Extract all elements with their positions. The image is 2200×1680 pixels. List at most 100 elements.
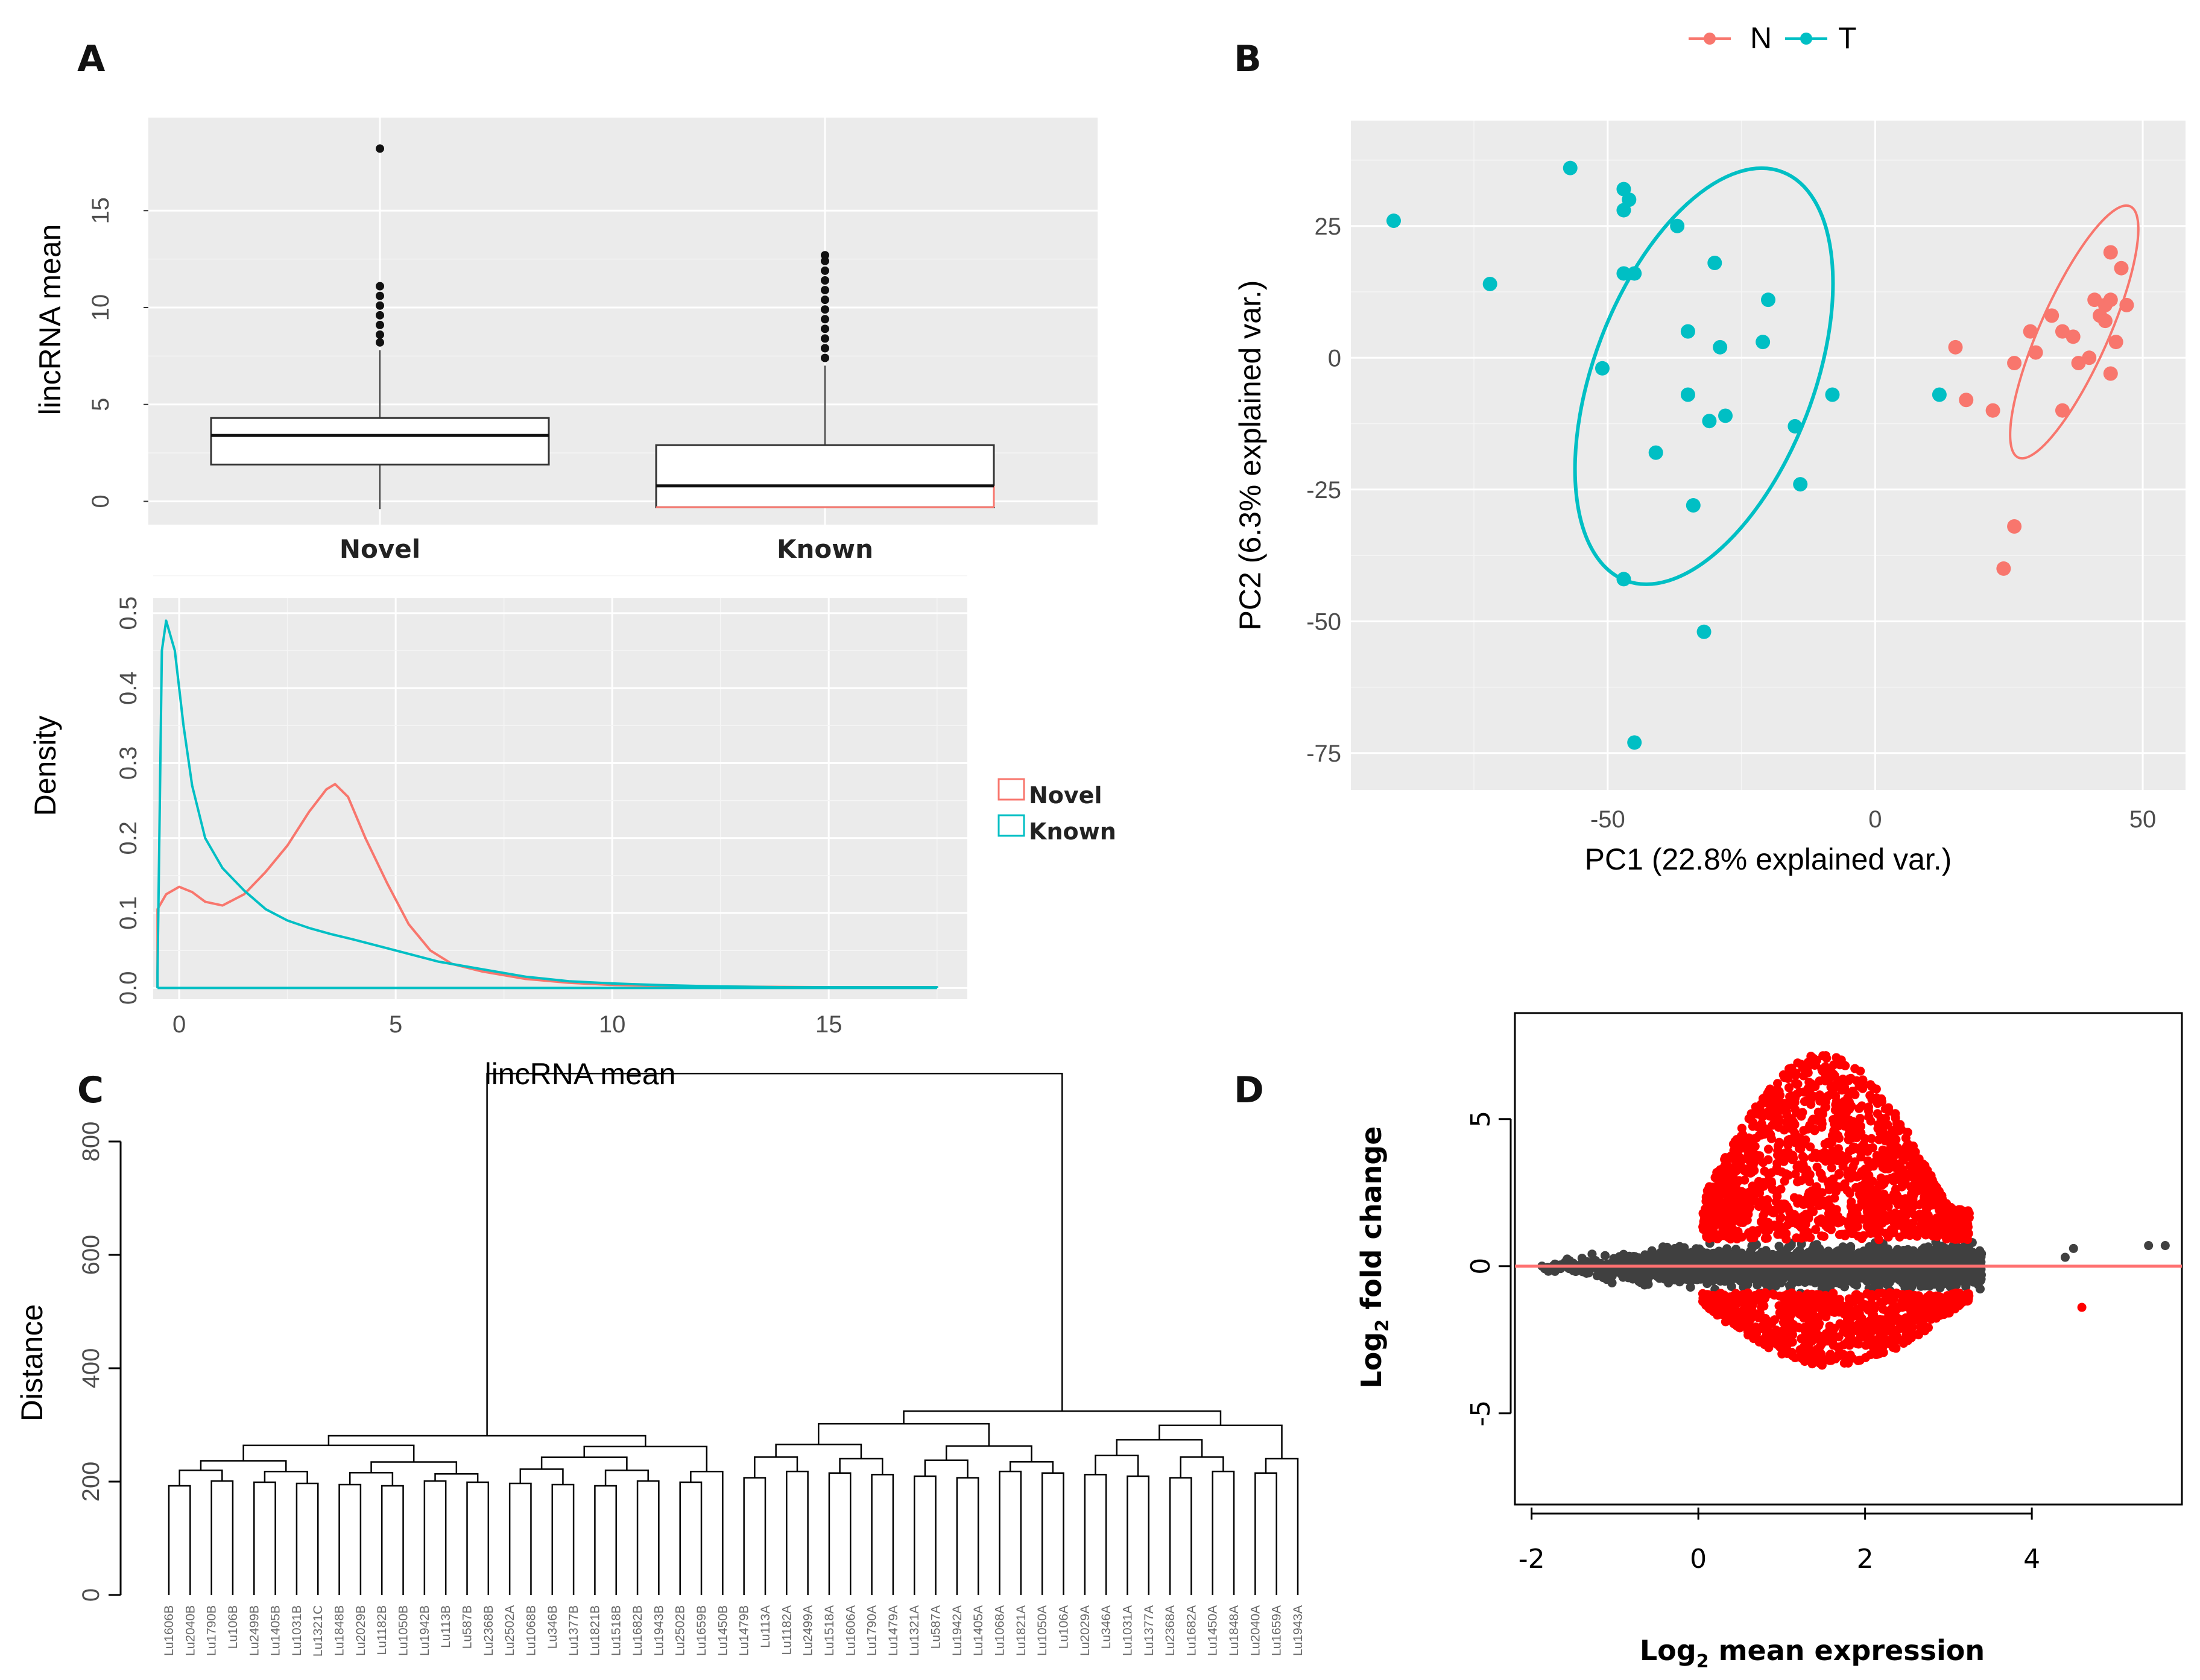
pca-point-n <box>2119 297 2134 312</box>
box-outlier-point <box>821 251 829 260</box>
dendrogram-branch <box>839 1457 883 1475</box>
box-outlier-point <box>821 276 829 285</box>
ma-outlier-point <box>2144 1241 2154 1251</box>
density-y-tick-label: 0.4 <box>115 671 142 705</box>
dendrogram-chart: 0 200 400 600 800 Lu1606B Lu2040B Lu1790B Lu106… <box>15 1072 1305 1656</box>
dendrogram-branch <box>775 1444 862 1459</box>
dendrogram-leaf-label: Lu1377A <box>1142 1605 1156 1656</box>
box-outlier-point <box>821 286 829 295</box>
density-y-tick-label: 0.5 <box>115 596 142 630</box>
legend-t-label: T <box>1838 21 1857 55</box>
box-outlier-point <box>376 338 384 347</box>
dendrogram-branch <box>1265 1457 1299 1595</box>
pca-point-t <box>1788 418 1803 434</box>
density-y-tick-label: 0.3 <box>115 747 142 780</box>
density-line-known <box>156 619 938 989</box>
dendrogram-leaf-label: Lu1790B <box>205 1605 219 1656</box>
dendrogram-leaf-label: Lu2502A <box>503 1605 517 1656</box>
boxplot-y-tick-label: 0 <box>87 494 114 508</box>
dendrogram-y-tick-label: 0 <box>78 1588 104 1602</box>
box-outlier-point <box>376 291 384 300</box>
dendrogram-branch <box>636 1480 660 1595</box>
density-x-tick-label: 0 <box>172 1011 186 1038</box>
dendrogram-leaf-label: Lu1405A <box>972 1605 985 1656</box>
dendrogram-leaf-label: Lu1848B <box>333 1605 347 1656</box>
dendrogram-branch <box>594 1485 617 1595</box>
dendrogram-branch <box>690 1471 724 1595</box>
legend-novel-key <box>997 778 1025 801</box>
pca-y-axis-title: PC2 (6.3% explained var.) <box>1233 280 1267 631</box>
dendrogram-branch <box>434 1473 479 1483</box>
pca-point-n <box>1985 403 2000 418</box>
dendrogram-branch <box>786 1470 809 1595</box>
pca-point-n <box>2007 356 2022 371</box>
dendrogram-leaf-label: Lu2040A <box>1248 1605 1262 1656</box>
dendrogram-leaf-label: Lu1031B <box>290 1605 304 1656</box>
pca-point-n <box>1996 561 2011 576</box>
pca-chart: -50 0 50 25 0 -25 -50 -75 PC1 (22.8% explained … <box>1233 21 2186 876</box>
dendrogram-leaf-label: Lu1479B <box>738 1605 751 1656</box>
dendrogram-leaf-label: Lu1031A <box>1121 1605 1134 1656</box>
pca-point-t <box>1718 408 1733 423</box>
panel-letter-b: B <box>1234 38 1262 80</box>
dendrogram-branch <box>1127 1475 1149 1595</box>
dendrogram-branch <box>508 1482 532 1595</box>
dendrogram-branch <box>423 1480 447 1595</box>
dendrogram-leaf-label: Lu1518B <box>610 1605 624 1656</box>
box-novel <box>210 417 550 466</box>
pca-point-n <box>2044 308 2059 323</box>
dendrogram-branch <box>210 1480 234 1595</box>
pca-point-n <box>2103 366 2118 381</box>
density-x-tick-label: 15 <box>815 1011 842 1038</box>
ma-y-tick-label: -5 <box>1465 1400 1496 1427</box>
dendrogram-branch <box>242 1444 415 1462</box>
boxplot-y-axis-title: lincRNA mean <box>33 224 67 415</box>
ma-points-significant <box>1698 1051 1974 1370</box>
dendrogram-leaf-label: Lu106A <box>1057 1605 1070 1649</box>
density-y-tick-label: 0.0 <box>115 971 142 1005</box>
ma-outlier-point <box>2160 1241 2170 1251</box>
legend-novel-label: Novel <box>1029 782 1102 809</box>
ma-outlier-point <box>2077 1303 2087 1312</box>
dendrogram-branch <box>338 1483 362 1595</box>
dendrogram-leaf-label: Lu1050B <box>397 1605 411 1656</box>
dendrogram-leaf-label: Lu1659B <box>695 1605 709 1656</box>
density-plot-area <box>153 598 967 999</box>
pca-point-t <box>1616 572 1631 587</box>
dendrogram-leaf-label: Lu1321C <box>311 1605 325 1656</box>
dendrogram-branch <box>1009 1461 1054 1473</box>
dendrogram-y-tick-label: 200 <box>78 1462 104 1502</box>
legend-n-dot <box>1704 33 1716 45</box>
pca-point-n <box>2007 519 2022 534</box>
pca-x-axis-title: PC1 (22.8% explained var.) <box>1585 842 1952 876</box>
dendrogram-leaf-label: Lu1659A <box>1270 1605 1284 1656</box>
pca-legend: N T <box>1689 21 1857 55</box>
density-y-tick-label: 0.1 <box>115 896 142 930</box>
ma-outlier-point <box>2060 1252 2070 1262</box>
density-line-novel <box>156 783 938 989</box>
boxplot-y-tick-label: 10 <box>87 294 114 321</box>
dendrogram-branch <box>1095 1454 1139 1476</box>
legend-known-label: Known <box>1029 818 1116 845</box>
dendrogram-branch <box>818 1423 990 1446</box>
pca-y-tick-label: 0 <box>1328 345 1341 371</box>
dendrogram-branch <box>168 1485 191 1595</box>
dendrogram-branch <box>327 1435 646 1447</box>
dendrogram-branch <box>370 1461 458 1474</box>
panel-letter-a: A <box>77 38 106 80</box>
boxplot-category-label: Known <box>777 534 873 564</box>
pca-point-n <box>2071 356 2086 371</box>
box-outlier-point <box>821 305 829 314</box>
pca-x-tick-label: 0 <box>1868 806 1882 833</box>
ma-y-tick-label: 0 <box>1465 1258 1496 1275</box>
dendrogram-leaf-label: Lu2499B <box>247 1605 261 1656</box>
dendrogram-leaf-label: Lu1518A <box>823 1605 836 1656</box>
pca-point-t <box>1595 361 1610 376</box>
dendrogram-leaf-label: Lu1848A <box>1227 1605 1241 1656</box>
box-outlier-point <box>821 324 829 333</box>
pca-point-n <box>2103 245 2118 260</box>
dendrogram-leaf-label: Lu587B <box>460 1605 474 1649</box>
dendrogram-branch <box>1041 1472 1064 1595</box>
pca-point-t <box>1627 266 1642 281</box>
dendrogram-leaf-label: Lu2368B <box>482 1605 496 1656</box>
